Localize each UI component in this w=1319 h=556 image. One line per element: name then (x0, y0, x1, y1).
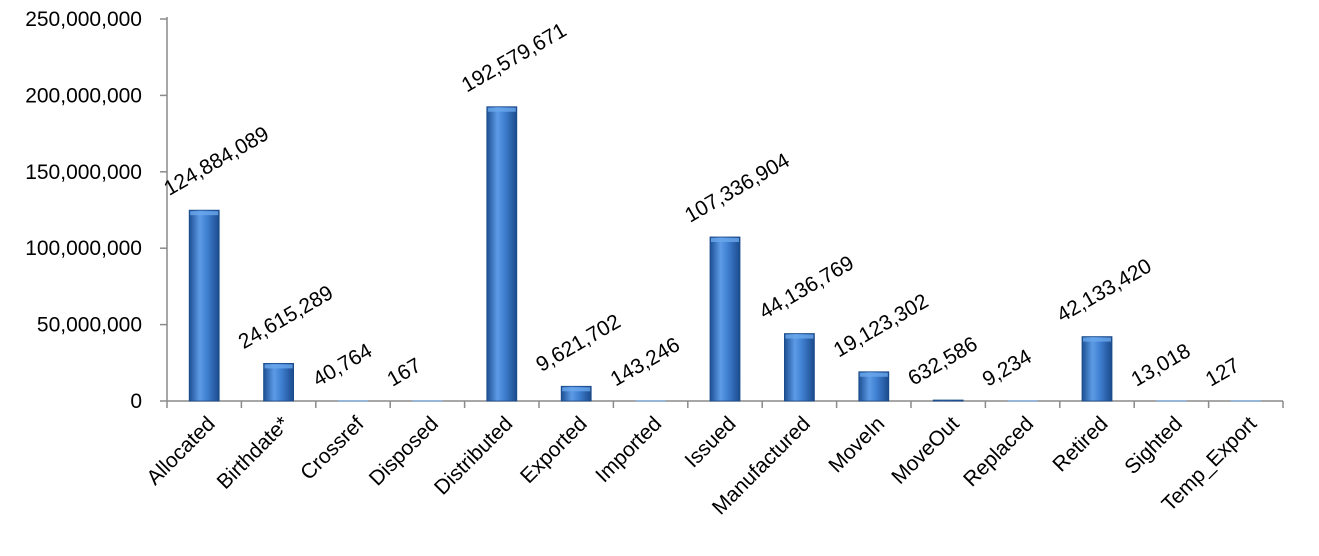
y-tick-label: 50,000,000 (37, 314, 142, 337)
data-label: 44,136,769 (755, 251, 858, 323)
data-label: 143,246 (607, 333, 684, 391)
bar (188, 209, 220, 402)
bar-highlight (487, 107, 516, 112)
bar (932, 399, 964, 402)
category-label: MoveIn (824, 412, 889, 477)
bars (188, 106, 1261, 402)
data-label: 9,234 (979, 345, 1036, 391)
category-label: Crossref (296, 412, 368, 484)
bar (263, 362, 295, 402)
bar-highlight (562, 387, 591, 392)
category-label: Issued (681, 412, 741, 472)
data-label: 632,586 (904, 332, 981, 390)
y-tick-label: 0 (130, 390, 142, 413)
category-label: Replaced (959, 412, 1038, 491)
category-label: Distributed (430, 412, 517, 499)
category-label: MoveOut (887, 412, 964, 489)
category-label: Retired (1048, 412, 1112, 476)
bar (784, 333, 815, 402)
data-label: 19,123,302 (830, 290, 933, 362)
category-label: Disposed (365, 412, 443, 490)
data-label: 127 (1202, 354, 1244, 391)
data-label: 24,615,289 (235, 281, 338, 353)
bar-highlight (711, 237, 739, 242)
bar-highlight (785, 334, 814, 339)
category-label: Allocated (142, 412, 219, 489)
data-label: 124,884,089 (160, 122, 273, 200)
y-axis-ticks: 0 50,000,000 100,000,000 150,000,000 200,000… (25, 8, 167, 413)
data-label: 13,018 (1127, 339, 1194, 391)
data-label: 9,621,702 (532, 310, 624, 377)
category-label: Sighted (1120, 412, 1187, 479)
y-tick-label: 250,000,000 (25, 8, 142, 31)
y-tick-label: 150,000,000 (25, 161, 142, 184)
y-tick-label: 200,000,000 (25, 84, 142, 107)
category-label: Birthdate* (213, 412, 294, 493)
bar-highlight (859, 372, 888, 377)
bar-highlight (1083, 337, 1111, 342)
bar (1081, 336, 1113, 402)
category-label: Exported (516, 412, 592, 488)
data-label: 40,764 (309, 339, 376, 391)
data-label: 167 (383, 354, 425, 391)
bar-highlight (190, 211, 219, 216)
data-label: 192,579,671 (458, 19, 571, 97)
category-label: Imported (591, 412, 666, 487)
bar-highlight (264, 364, 293, 369)
data-label: 107,336,904 (681, 149, 794, 227)
bar (486, 106, 518, 402)
y-tick-label: 100,000,000 (25, 237, 142, 260)
data-label: 42,133,420 (1053, 254, 1156, 326)
bar (709, 236, 741, 402)
